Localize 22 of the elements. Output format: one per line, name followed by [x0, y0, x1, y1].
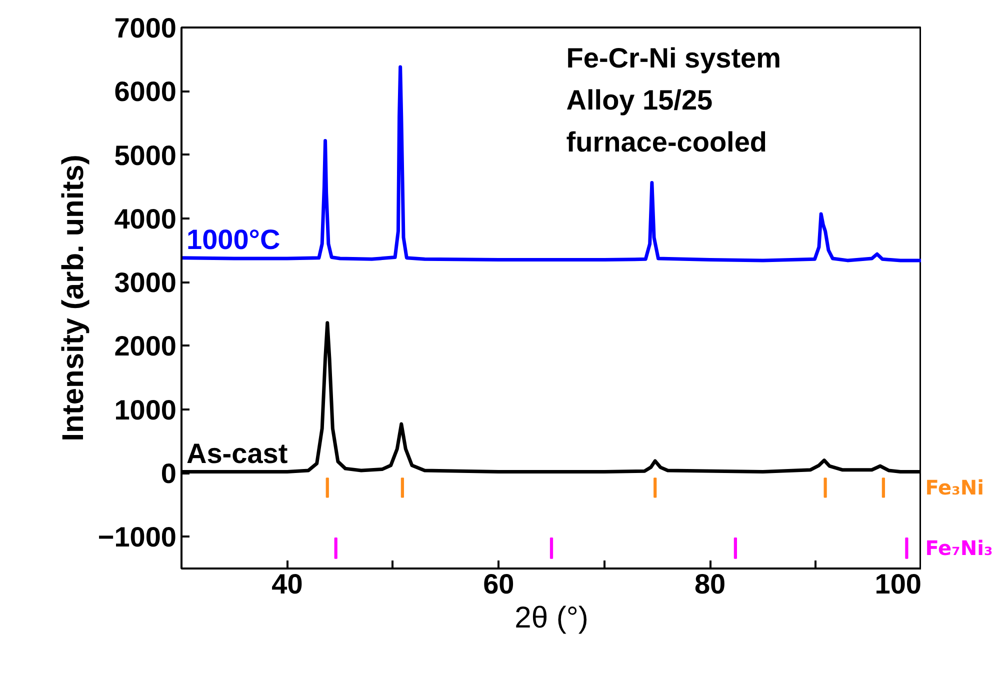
y-axis-title: Intensity (arb. units) — [56, 154, 90, 442]
annotation: Fe-Cr-Ni system — [566, 42, 782, 74]
y-tick-label: 6000 — [114, 76, 177, 108]
y-tick-label: 5000 — [114, 140, 177, 171]
y-tick-label: −1000 — [98, 522, 176, 553]
annotation: furnace-cooled — [566, 126, 768, 158]
y-tick-label: 1000 — [114, 394, 177, 426]
x-tick-label: 60 — [483, 568, 514, 600]
y-tick-label: 0 — [160, 458, 177, 490]
series-label: 1000°C — [186, 224, 280, 255]
y-tick-label: 3000 — [114, 267, 177, 298]
x-tick-label: 80 — [694, 568, 726, 600]
y-tick-label: 2000 — [114, 330, 177, 362]
x-axis-title: 2θ (°) — [514, 602, 588, 634]
series-label: As-cast — [186, 438, 288, 469]
series-label: Fe₇Ni₃ — [925, 536, 993, 560]
text: Fe₃Ni — [925, 476, 984, 500]
x-tick-label: 40 — [272, 568, 303, 600]
x-tick-label: 100 — [874, 568, 922, 600]
annotation: Alloy 15/25 — [566, 84, 713, 116]
y-tick-label: 4000 — [114, 203, 177, 234]
y-tick-label: 7000 — [114, 12, 177, 44]
